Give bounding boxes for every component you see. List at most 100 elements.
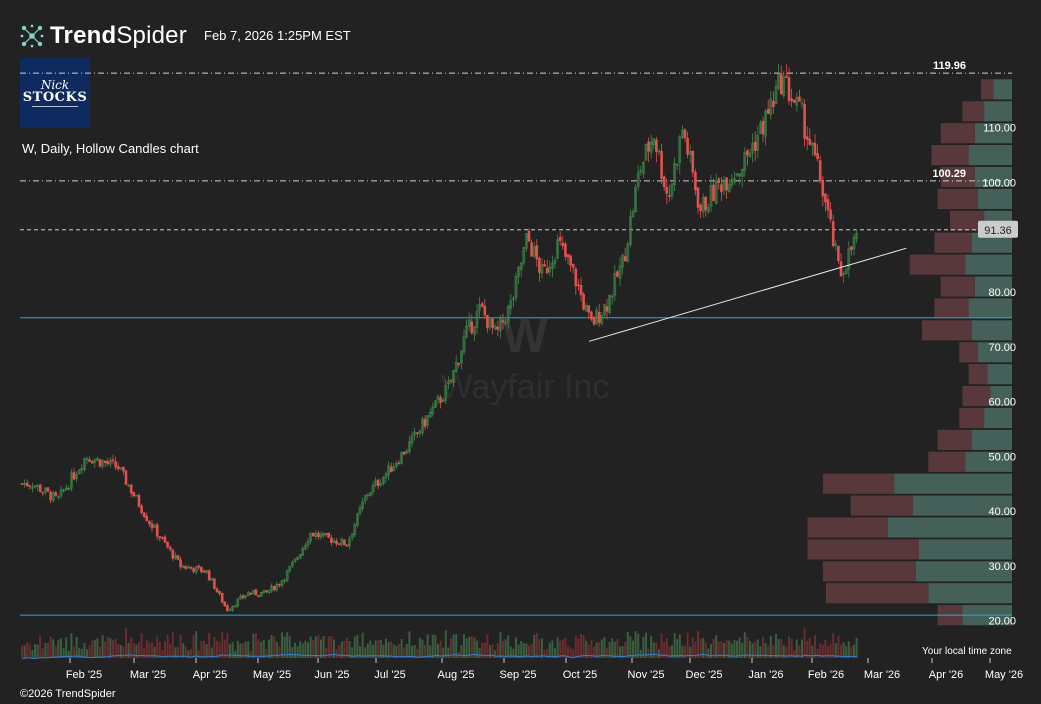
volume-bar bbox=[364, 647, 367, 658]
volume-bar bbox=[86, 649, 88, 658]
trendline[interactable] bbox=[588, 247, 907, 342]
candle-body bbox=[467, 319, 471, 327]
volume-bar bbox=[218, 642, 221, 658]
candle-body bbox=[564, 243, 567, 257]
volume-bar bbox=[463, 634, 465, 658]
candle-body bbox=[304, 544, 307, 550]
volume-profile-up-bar bbox=[971, 429, 1012, 450]
trendline-segment bbox=[588, 247, 907, 342]
candle-body bbox=[733, 178, 736, 183]
volume-bar bbox=[73, 646, 75, 658]
candle-body bbox=[200, 566, 203, 572]
horizontal-levels[interactable] bbox=[20, 72, 1012, 616]
candle-body bbox=[194, 566, 198, 573]
volume-bar bbox=[728, 640, 731, 658]
y-axis: 110.00 100.00 80.00 70.00 60.00 50.00 40.00 30.… bbox=[982, 123, 1016, 628]
volume-profile-down-bar bbox=[959, 342, 978, 363]
logo-line2: STOCKS bbox=[22, 89, 88, 105]
volume-bar bbox=[54, 646, 57, 658]
candle-body bbox=[480, 303, 484, 307]
volume-bar bbox=[782, 645, 785, 658]
candle-body bbox=[525, 232, 528, 249]
volume-profile-down-bar bbox=[807, 517, 888, 538]
candle-body bbox=[72, 472, 76, 480]
candle-body bbox=[584, 305, 588, 312]
candle-body bbox=[75, 474, 78, 479]
candle-body bbox=[478, 304, 481, 311]
volume-bar bbox=[177, 646, 179, 658]
candle-body bbox=[202, 570, 206, 573]
volume-bar bbox=[174, 647, 177, 658]
volume-bar bbox=[439, 640, 442, 658]
volume-bar bbox=[819, 643, 822, 658]
volume-bar bbox=[478, 647, 481, 658]
chart-title: W, Daily, Hollow Candles chart bbox=[22, 141, 199, 156]
volume-bar bbox=[75, 636, 78, 658]
volume-bar bbox=[541, 638, 543, 658]
volume-bar bbox=[208, 632, 211, 658]
candle-body bbox=[148, 520, 151, 525]
volume-bar bbox=[455, 634, 458, 658]
candle-body bbox=[436, 396, 440, 400]
x-tick-label: Jul '25 bbox=[374, 669, 405, 681]
candle-body bbox=[746, 150, 749, 156]
candle-body bbox=[44, 487, 47, 493]
candle-body bbox=[675, 164, 679, 166]
copyright: ©2026 TrendSpider bbox=[20, 688, 116, 700]
candle-body bbox=[135, 494, 138, 497]
volume-bar bbox=[741, 642, 744, 658]
volume-bar bbox=[182, 643, 185, 658]
volume-bar bbox=[260, 641, 263, 658]
volume-bar bbox=[535, 632, 538, 658]
volume-profile-up-bar bbox=[987, 364, 1012, 385]
candle-body bbox=[691, 151, 695, 173]
volume-bar bbox=[723, 643, 725, 658]
candle-body bbox=[811, 142, 814, 146]
candle-body bbox=[213, 578, 216, 589]
volume-bar bbox=[725, 640, 728, 658]
candle-body bbox=[714, 180, 718, 204]
candle-body bbox=[707, 207, 710, 213]
volume-bar bbox=[65, 637, 68, 658]
candle-body bbox=[735, 173, 739, 177]
volume-bar bbox=[494, 650, 497, 658]
volume-bar bbox=[775, 633, 777, 658]
volume-bar bbox=[855, 637, 858, 658]
candle-body bbox=[662, 176, 666, 188]
candle-body bbox=[57, 495, 60, 498]
candle-body bbox=[785, 75, 788, 78]
volume-bar bbox=[551, 640, 554, 658]
volume-profile-down-bar bbox=[940, 123, 975, 144]
candle-body bbox=[805, 136, 809, 140]
volume-bar bbox=[93, 640, 96, 658]
volume-bar bbox=[361, 632, 364, 658]
candle-body bbox=[376, 479, 380, 486]
volume-bar bbox=[226, 632, 229, 658]
volume-bar bbox=[769, 636, 772, 658]
volume-profile-down-bar bbox=[922, 320, 972, 341]
volume-bar bbox=[803, 627, 806, 658]
x-tick-label: Apr '26 bbox=[929, 669, 964, 681]
candle-body bbox=[421, 418, 424, 434]
candle-body bbox=[639, 170, 643, 173]
trendspider-logo-icon bbox=[20, 24, 44, 48]
candle-body bbox=[101, 460, 104, 467]
volume-bar bbox=[658, 649, 660, 658]
candle-body bbox=[761, 120, 765, 135]
x-tick-label: Mar '25 bbox=[130, 669, 166, 681]
volume-bar bbox=[499, 632, 502, 658]
volume-bar bbox=[31, 649, 34, 658]
volume-bar bbox=[286, 632, 289, 658]
volume-profile-up-bar bbox=[977, 342, 1012, 363]
volume-bar bbox=[101, 635, 104, 658]
volume-bar bbox=[262, 640, 265, 658]
volume-bar bbox=[325, 647, 328, 658]
candle-body bbox=[241, 595, 245, 598]
candle-body bbox=[361, 501, 364, 509]
volume-bar bbox=[834, 643, 837, 658]
candle-body bbox=[408, 441, 411, 452]
volume-bar bbox=[416, 648, 419, 658]
volume-bar bbox=[593, 646, 595, 658]
volume-bar bbox=[135, 644, 138, 658]
